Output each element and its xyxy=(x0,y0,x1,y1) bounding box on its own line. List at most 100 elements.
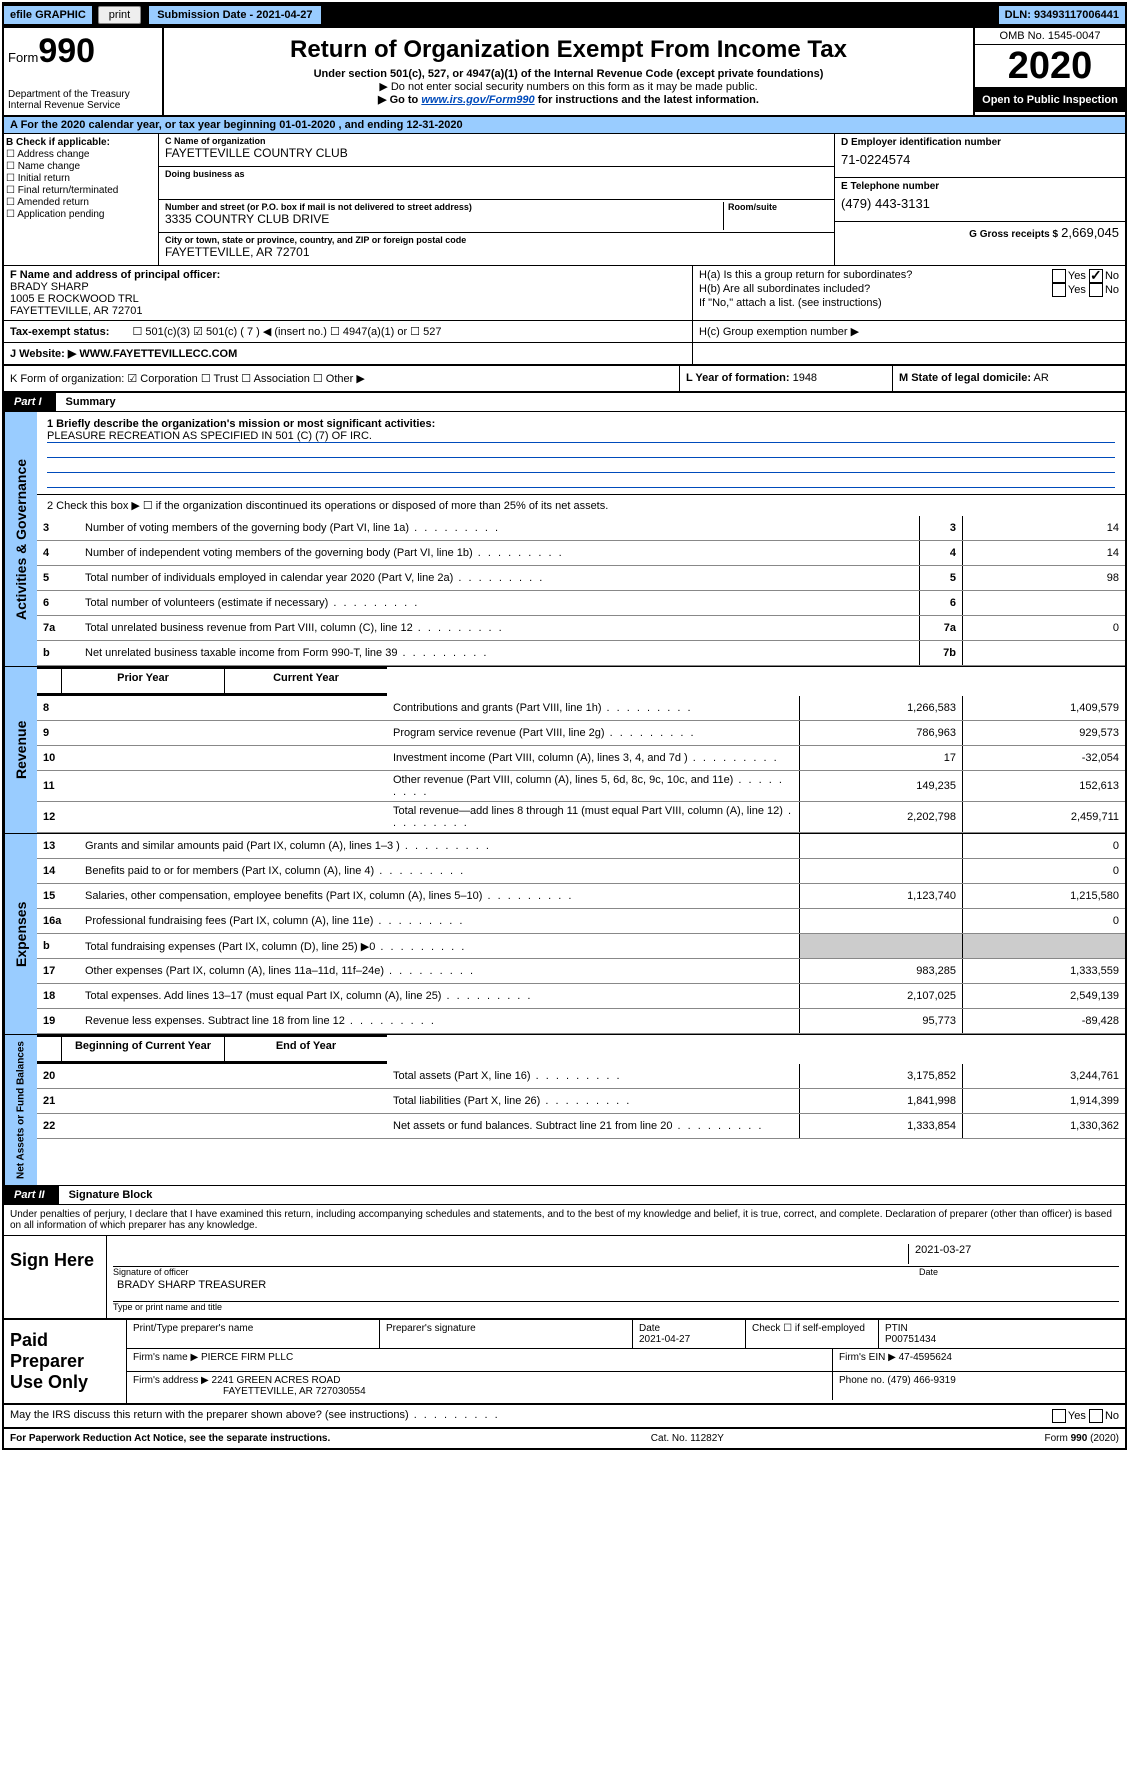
table-row: 13Grants and similar amounts paid (Part … xyxy=(37,834,1125,859)
check-initial[interactable]: ☐ Initial return xyxy=(6,173,156,184)
hb-no[interactable] xyxy=(1089,283,1103,297)
self-employed-check[interactable]: Check ☐ if self-employed xyxy=(746,1320,879,1348)
table-row: 14Benefits paid to or for members (Part … xyxy=(37,859,1125,884)
section-netassets: Net Assets or Fund Balances Beginning of… xyxy=(4,1035,1125,1186)
row-a-tax-year: A For the 2020 calendar year, or tax yea… xyxy=(4,117,1125,134)
header-mid: Return of Organization Exempt From Incom… xyxy=(164,28,973,115)
table-row: 15Salaries, other compensation, employee… xyxy=(37,884,1125,909)
page-footer: For Paperwork Reduction Act Notice, see … xyxy=(4,1429,1125,1448)
table-row: 19Revenue less expenses. Subtract line 1… xyxy=(37,1009,1125,1034)
city-state-zip: FAYETTEVILLE, AR 72701 xyxy=(165,245,828,259)
part2-header: Part II Signature Block xyxy=(4,1186,1125,1205)
omb-number: OMB No. 1545-0047 xyxy=(975,28,1125,45)
check-amended[interactable]: ☐ Amended return xyxy=(6,197,156,208)
table-row: 9Program service revenue (Part VIII, lin… xyxy=(37,721,1125,746)
tax-year: 2020 xyxy=(975,45,1125,88)
ha-no[interactable] xyxy=(1089,269,1103,283)
table-row: 20Total assets (Part X, line 16)3,175,85… xyxy=(37,1064,1125,1089)
street-address: 3335 COUNTRY CLUB DRIVE xyxy=(165,212,723,226)
discuss-no[interactable] xyxy=(1089,1409,1103,1423)
col-d-ein: D Employer identification number 71-0224… xyxy=(834,134,1125,265)
table-row: 3Number of voting members of the governi… xyxy=(37,516,1125,541)
signature-block: Under penalties of perjury, I declare th… xyxy=(4,1205,1125,1320)
subtitle-2: ▶ Do not enter social security numbers o… xyxy=(174,80,963,93)
form-title: Return of Organization Exempt From Incom… xyxy=(174,36,963,64)
table-row: 16aProfessional fundraising fees (Part I… xyxy=(37,909,1125,934)
mission-block: 1 Briefly describe the organization's mi… xyxy=(37,412,1125,495)
top-bar: efile GRAPHIC print Submission Date - 20… xyxy=(4,4,1125,28)
table-row: 18Total expenses. Add lines 13–17 (must … xyxy=(37,984,1125,1009)
table-row: 4Number of independent voting members of… xyxy=(37,541,1125,566)
table-row: 7aTotal unrelated business revenue from … xyxy=(37,616,1125,641)
mission-text: PLEASURE RECREATION AS SPECIFIED IN 501 … xyxy=(47,430,1115,443)
revenue-table: Prior YearCurrent Year 8Contributions an… xyxy=(37,667,1125,833)
form-of-org[interactable]: K Form of organization: ☑ Corporation ☐ … xyxy=(4,366,679,391)
discuss-row: May the IRS discuss this return with the… xyxy=(4,1405,1125,1429)
tab-expenses: Expenses xyxy=(4,834,37,1034)
org-name: FAYETTEVILLE COUNTRY CLUB xyxy=(165,146,828,160)
year-formation: 1948 xyxy=(793,372,817,384)
governance-table: 3Number of voting members of the governi… xyxy=(37,516,1125,666)
open-public: Open to Public Inspection xyxy=(975,88,1125,112)
ha-yes[interactable] xyxy=(1052,269,1066,283)
table-row: 12Total revenue—add lines 8 through 11 (… xyxy=(37,802,1125,833)
part1-header: Part I Summary xyxy=(4,393,1125,412)
table-row: 5Total number of individuals employed in… xyxy=(37,566,1125,591)
firm-addr: 2241 GREEN ACRES ROAD xyxy=(212,1375,341,1386)
gross-receipts: 2,669,045 xyxy=(1061,225,1119,240)
header-right: OMB No. 1545-0047 2020 Open to Public In… xyxy=(973,28,1125,115)
check-name[interactable]: ☐ Name change xyxy=(6,161,156,172)
hb-yes[interactable] xyxy=(1052,283,1066,297)
website-url[interactable]: WWW.FAYETTEVILLECC.COM xyxy=(79,348,237,360)
table-row: bNet unrelated business taxable income f… xyxy=(37,641,1125,666)
officer-name: BRADY SHARP xyxy=(10,281,686,293)
tab-revenue: Revenue xyxy=(4,667,37,833)
efile-label: efile GRAPHIC xyxy=(4,6,92,24)
row-klm: K Form of organization: ☑ Corporation ☐ … xyxy=(4,366,1125,393)
netassets-table: Beginning of Current YearEnd of Year 20T… xyxy=(37,1035,1125,1139)
sign-date: 2021-03-27 xyxy=(915,1244,1115,1256)
line-2[interactable]: 2 Check this box ▶ ☐ if the organization… xyxy=(37,495,1125,516)
state-domicile: AR xyxy=(1033,372,1048,384)
form-990-page: efile GRAPHIC print Submission Date - 20… xyxy=(2,2,1127,1450)
form-number: 990 xyxy=(38,32,95,70)
ein: 71-0224574 xyxy=(841,152,1119,167)
tax-status-options[interactable]: ☐ 501(c)(3) ☑ 501(c) ( 7 ) ◀ (insert no.… xyxy=(133,326,442,338)
print-button[interactable]: print xyxy=(98,6,141,24)
table-row: 17Other expenses (Part IX, column (A), l… xyxy=(37,959,1125,984)
row-fh: F Name and address of principal officer:… xyxy=(4,266,1125,321)
check-final[interactable]: ☐ Final return/terminated xyxy=(6,185,156,196)
col-b-checkboxes: B Check if applicable: ☐ Address change … xyxy=(4,134,159,265)
footer-right: Form 990 (2020) xyxy=(1045,1433,1119,1444)
paid-prep-label: Paid Preparer Use Only xyxy=(4,1320,127,1403)
row-j-website: J Website: ▶ WWW.FAYETTEVILLECC.COM xyxy=(4,343,1125,366)
form-header: Form990 Department of the Treasury Inter… xyxy=(4,28,1125,117)
paid-preparer-block: Paid Preparer Use Only Print/Type prepar… xyxy=(4,1320,1125,1405)
table-row: 11Other revenue (Part VIII, column (A), … xyxy=(37,771,1125,802)
section-governance: Activities & Governance 1 Briefly descri… xyxy=(4,412,1125,667)
check-app-pending[interactable]: ☐ Application pending xyxy=(6,209,156,220)
table-row: 22Net assets or fund balances. Subtract … xyxy=(37,1114,1125,1139)
table-row: 6Total number of volunteers (estimate if… xyxy=(37,591,1125,616)
irs-link[interactable]: www.irs.gov/Form990 xyxy=(421,94,534,106)
dln-number: DLN: 93493117006441 xyxy=(999,6,1125,24)
subtitle-1: Under section 501(c), 527, or 4947(a)(1)… xyxy=(174,68,963,80)
table-row: 10Investment income (Part VIII, column (… xyxy=(37,746,1125,771)
block-bcd: B Check if applicable: ☐ Address change … xyxy=(4,134,1125,266)
prep-date: 2021-04-27 xyxy=(639,1334,739,1345)
sign-here-label: Sign Here xyxy=(4,1236,107,1318)
perjury-text: Under penalties of perjury, I declare th… xyxy=(4,1205,1125,1236)
col-h-group: H(a) Is this a group return for subordin… xyxy=(692,266,1125,320)
row-tax-status: Tax-exempt status: ☐ 501(c)(3) ☑ 501(c) … xyxy=(4,321,1125,343)
check-address[interactable]: ☐ Address change xyxy=(6,149,156,160)
table-row: bTotal fundraising expenses (Part IX, co… xyxy=(37,934,1125,959)
discuss-yes[interactable] xyxy=(1052,1409,1066,1423)
subtitle-3: ▶ Go to www.irs.gov/Form990 for instruct… xyxy=(174,93,963,106)
phone: (479) 443-3131 xyxy=(841,196,1119,211)
officer-print-name: BRADY SHARP TREASURER xyxy=(117,1279,266,1299)
firm-ein: 47-4595624 xyxy=(899,1352,952,1363)
form-label: Form xyxy=(8,50,38,65)
section-revenue: Revenue Prior YearCurrent Year 8Contribu… xyxy=(4,667,1125,834)
firm-name: PIERCE FIRM PLLC xyxy=(201,1352,293,1363)
table-row: 8Contributions and grants (Part VIII, li… xyxy=(37,696,1125,721)
